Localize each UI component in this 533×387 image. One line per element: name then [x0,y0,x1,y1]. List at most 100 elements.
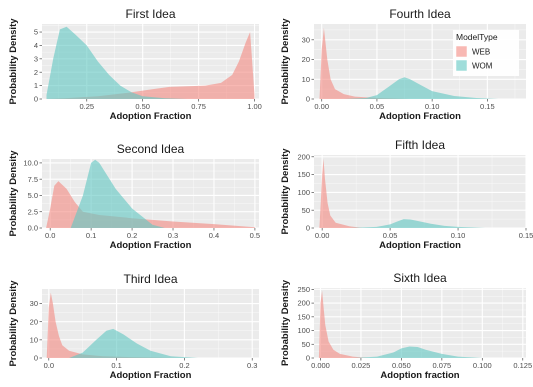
y-tick-label: 2 [34,68,38,77]
y-tick-label: 2.5 [28,207,38,216]
y-tick-label: 50 [302,340,310,349]
y-tick-label: 200 [297,299,310,308]
y-tick-label: 0.0 [28,224,38,233]
x-tick-label: 0.05 [370,102,385,111]
x-tick-label: 0.000 [311,361,330,370]
legend-key-wom [455,59,468,72]
panel-5: 0.0 0.1 0.2 0.3 0 10 20 30 Third Idea Adoption Fr… [8,272,259,381]
y-tick-label: 100 [297,326,310,335]
y-tick-label: 20 [302,55,310,64]
legend-label-web: WEB [472,48,490,57]
legend: ModelType WEB WOM [453,30,519,76]
panel-background [314,155,526,228]
x-tick-label: 0.125 [513,361,532,370]
density-wom [349,219,486,228]
y-tick-label: 1 [34,81,38,90]
y-tick-label: 50 [302,206,310,215]
y-tick-label: 10 [30,335,38,344]
density-web [318,290,369,358]
y-axis-label: Probability Density [280,18,291,105]
legend-label-wom: WOM [472,62,493,71]
panel-1: 0.25 0.50 0.75 1.00 0 1 2 3 4 5 First Idea Adoption… [8,7,262,122]
x-tick-label: 0.25 [79,102,94,111]
x-tick-label: 0.0 [44,361,54,370]
x-tick-label: 0.100 [473,361,492,370]
y-axis-label: Probability Density [280,279,291,366]
panel-4: 0.00 0.05 0.10 0.15 0 50 100 150 200 Fifth Idea Ad… [280,138,533,251]
x-tick-label: 0.0 [45,231,55,240]
x-tick-label: 0.10 [451,231,466,240]
y-tick-label: 30 [30,299,38,308]
y-axis-label: Probability Density [280,148,291,235]
panel-title: First Idea [125,7,175,21]
density-web [319,158,363,228]
y-tick-label: 150 [297,312,310,321]
y-tick-label: 250 [297,285,310,294]
y-tick-label: 10.0 [23,159,38,168]
y-tick-label: 7.5 [28,175,38,184]
x-axis-label: Adoption Fraction [110,240,192,251]
y-tick-label: 20 [30,317,38,326]
y-tick-label: 150 [297,170,310,179]
x-tick-label: 0.05 [383,231,398,240]
x-axis-label: Adoption fraction [380,370,459,381]
x-tick-label: 1.00 [247,102,262,111]
y-tick-label: 0 [306,95,310,104]
y-axis-label: Probability Density [8,150,19,237]
y-tick-label: 0 [34,354,38,363]
x-axis-label: Adoption Fraction [110,111,192,122]
density-web [42,32,255,99]
y-tick-label: 0 [34,95,38,104]
density-wom [70,159,165,228]
y-tick-label: 5 [34,28,38,37]
y-tick-label: 10 [302,75,310,84]
panel-title: Third Idea [123,272,177,286]
x-tick-label: 0.075 [432,361,451,370]
x-tick-label: 0.75 [191,102,206,111]
x-tick-label: 0.5 [250,231,260,240]
legend-key-web [455,45,468,58]
y-tick-label: 3 [34,54,38,63]
x-tick-label: 0.1 [86,231,96,240]
panel-2: 0.00 0.05 0.10 0.15 0 10 20 30 Fourth Idea Adopti… [280,7,526,122]
y-tick-label: 30 [302,35,310,44]
panel-title: Fourth Idea [389,7,451,21]
x-tick-label: 0.2 [179,361,189,370]
panel-title: Second Idea [117,142,185,156]
y-tick-label: 0 [306,354,310,363]
x-tick-label: 0.3 [168,231,178,240]
x-tick-label: 0.50 [135,102,150,111]
y-tick-label: 4 [34,41,38,50]
x-tick-label: 0.050 [392,361,411,370]
x-tick-label: 0.15 [480,102,495,111]
x-tick-label: 0.15 [519,231,533,240]
panel-3: 0.0 0.1 0.2 0.3 0.4 0.5 0.0 2.5 5.0 7.5 10.0 Second… [8,142,260,251]
x-tick-label: 0.10 [425,102,440,111]
density-web [319,27,411,99]
panel-background [314,288,526,358]
density-wom [46,26,188,99]
y-tick-label: 5.0 [28,191,38,200]
y-tick-label: 200 [297,152,310,161]
panel-title: Fifth Idea [395,138,445,152]
density-wom [343,77,499,99]
x-tick-label: 0.3 [247,361,257,370]
x-tick-label: 0.00 [315,231,330,240]
x-tick-label: 0.2 [127,231,137,240]
x-axis-label: Adoption Fraction [110,370,192,381]
grid [314,288,526,359]
x-tick-label: 0.4 [209,231,219,240]
panel-6: 0.000 0.025 0.050 0.075 0.100 0.125 0 50 100 150 2… [280,271,532,381]
x-tick-label: 0.00 [314,102,329,111]
x-tick-label: 0.025 [352,361,371,370]
panel-title: Sixth Idea [393,271,447,285]
y-axis-label: Probability Density [8,18,19,105]
density-web [46,292,185,358]
x-axis-label: Adoption Fraction [379,240,461,251]
density-wom [352,346,483,358]
y-tick-label: 100 [297,188,310,197]
density-wom [69,328,198,358]
x-axis-label: Adoption Fraction [379,111,461,122]
legend-title: ModelType [456,32,498,42]
